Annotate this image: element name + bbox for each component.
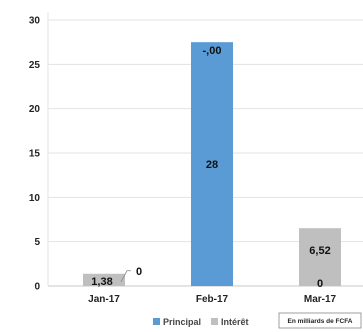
y-tick-label: 25 [29, 60, 41, 71]
leader-line [120, 270, 131, 282]
data-label-principal-jan-17: 0 [136, 266, 142, 278]
bar-intrt-jan-17 [83, 273, 125, 286]
data-label-principal-mar-17: 0 [317, 278, 323, 290]
y-tick-label: 0 [34, 282, 40, 293]
y-tick-label: 30 [29, 16, 41, 27]
legend-label-principal: Principal [163, 317, 201, 327]
legend-swatch-principal [153, 318, 160, 325]
legend: Principal Intérêt [153, 317, 249, 327]
y-axis-ticks: 0 5 10 15 20 25 30 [29, 16, 41, 293]
bar-principal-feb-17 [191, 42, 233, 286]
legend-swatch-interet [211, 318, 218, 325]
data-label-principal-feb-17: 28 [206, 159, 218, 171]
data-label-interet-mar-17: 6,52 [309, 245, 330, 257]
unit-note-border [278, 312, 362, 329]
data-labels: 1,38 0 28 -,00 6,52 0 [91, 45, 330, 290]
data-label-interet-feb-17: -,00 [203, 45, 222, 57]
x-tick-label: Jan-17 [88, 294, 120, 305]
x-tick-label: Feb-17 [196, 294, 229, 305]
y-tick-label: 5 [34, 237, 40, 248]
bar-intrt-mar-17 [299, 228, 341, 286]
unit-note: En milliards de FCFA [287, 318, 352, 325]
bars [83, 42, 341, 286]
x-axis-ticks: Jan-17 Feb-17 Mar-17 [88, 294, 336, 305]
y-tick-label: 10 [29, 193, 41, 204]
y-tick-label: 15 [29, 149, 41, 160]
legend-label-interet: Intérêt [221, 317, 249, 327]
data-label-interet-jan-17: 1,38 [91, 276, 112, 288]
unit-note-box: En milliards de FCFA [278, 312, 362, 329]
y-tick-label: 20 [29, 104, 41, 115]
x-tick-label: Mar-17 [304, 294, 337, 305]
